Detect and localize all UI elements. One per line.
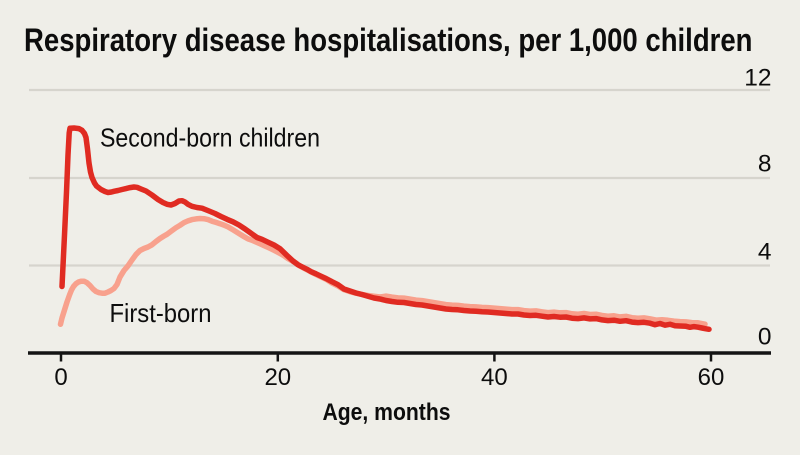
svg-text:First-born: First-born: [110, 298, 212, 328]
svg-text:4: 4: [758, 239, 772, 266]
svg-text:Age, months: Age, months: [323, 399, 451, 426]
svg-text:60: 60: [698, 364, 725, 391]
svg-text:40: 40: [481, 364, 508, 391]
svg-text:12: 12: [744, 65, 771, 92]
svg-text:Respiratory disease hospitalis: Respiratory disease hospitalisations, pe…: [24, 22, 753, 58]
svg-text:0: 0: [758, 324, 772, 351]
svg-text:0: 0: [54, 364, 67, 391]
svg-text:Second-born children: Second-born children: [100, 123, 320, 153]
svg-text:8: 8: [758, 151, 772, 178]
svg-text:20: 20: [264, 364, 291, 391]
